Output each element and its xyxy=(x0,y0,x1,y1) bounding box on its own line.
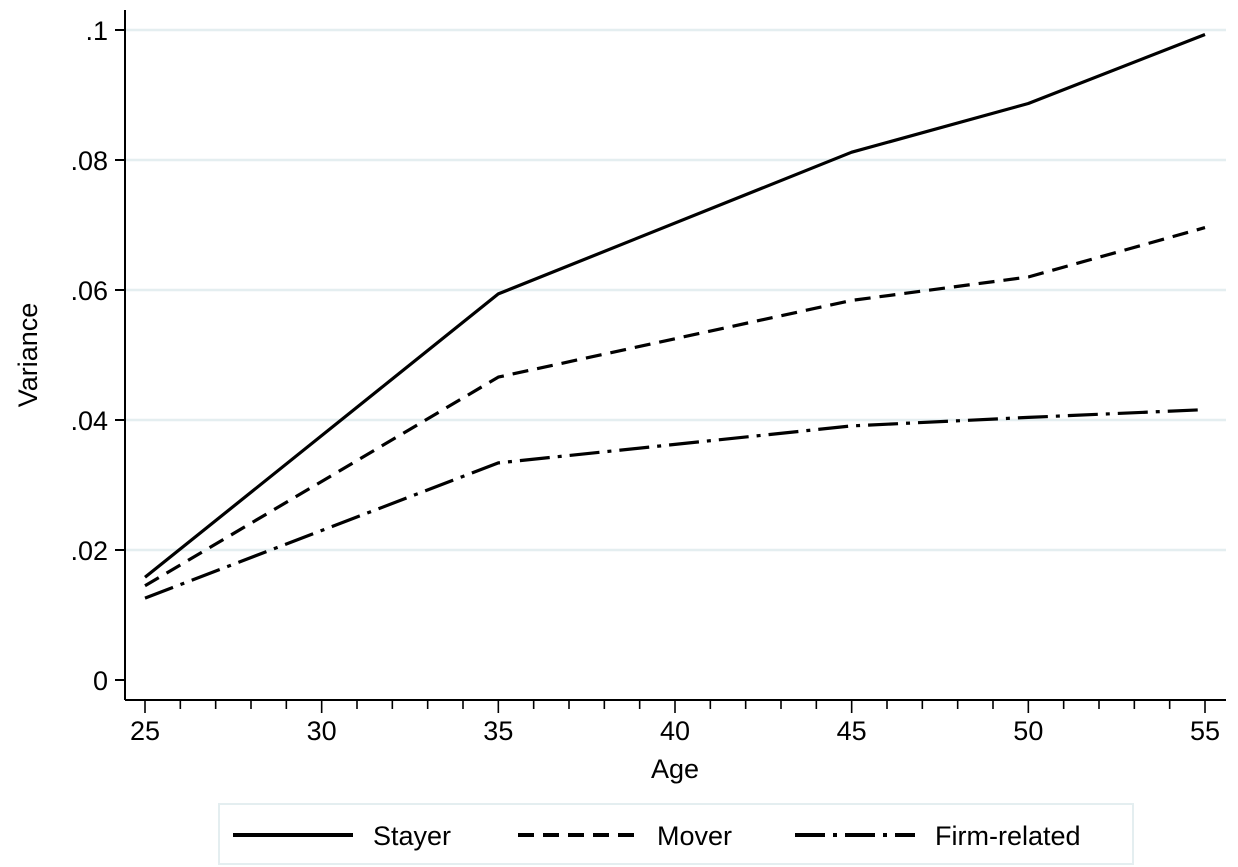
y-tick-label: .04 xyxy=(70,406,108,436)
legend-label: Firm-related xyxy=(935,821,1081,851)
x-tick-label: 40 xyxy=(660,716,690,746)
y-tick-label: .06 xyxy=(70,276,108,306)
series-lines xyxy=(143,33,1206,600)
y-tick-label: .02 xyxy=(70,536,108,566)
legend-box xyxy=(218,803,1134,865)
x-tick-label: 50 xyxy=(1013,716,1043,746)
y-axis-ticks: 0 .02 .04 .06 .08 .1 xyxy=(70,16,125,696)
x-tick-label: 35 xyxy=(483,716,513,746)
x-tick-label: 30 xyxy=(307,716,337,746)
legend-label: Mover xyxy=(657,821,732,851)
y-axis-title: Variance xyxy=(13,303,43,408)
legend: Stayer Mover Firm-related xyxy=(218,803,1134,865)
x-axis-title: Age xyxy=(651,754,699,784)
axes xyxy=(124,10,1226,701)
series-line-firm-related xyxy=(144,408,1206,600)
series-line-mover xyxy=(144,226,1206,588)
y-tick-label: .1 xyxy=(85,16,108,46)
x-tick-label: 55 xyxy=(1190,716,1220,746)
y-tick-label: 0 xyxy=(93,666,108,696)
x-axis-ticks: 25 30 35 40 45 50 55 xyxy=(130,700,1220,746)
grid-lines xyxy=(126,28,1226,552)
x-tick-label: 25 xyxy=(130,716,160,746)
legend-label: Stayer xyxy=(373,821,451,851)
y-tick-label: .08 xyxy=(70,146,108,176)
x-tick-label: 45 xyxy=(837,716,867,746)
series-line-stayer xyxy=(143,33,1206,579)
